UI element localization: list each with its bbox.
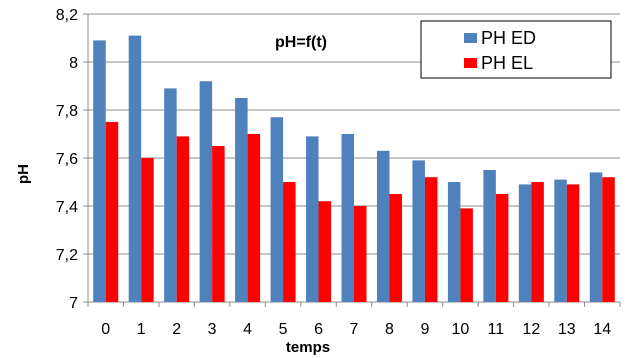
x-tick-label: 9 [420,321,429,338]
bar-ph-el [283,182,296,302]
legend-swatch-ph-ed [464,33,477,43]
bar-ph-el [141,158,154,302]
x-tick-label: 6 [314,321,323,338]
bar-ph-el [389,194,402,302]
y-tick-label: 7 [69,295,78,312]
bar-ph-ed [518,184,532,302]
y-tick-label: 7,4 [56,199,78,216]
bar-ph-ed [554,179,567,302]
x-tick-label: 5 [279,321,288,338]
bar-ph-el [566,184,580,302]
bar-ph-ed [412,160,425,302]
y-tick-label: 8 [69,55,78,72]
bar-ph-ed [376,150,390,302]
x-tick-label: 12 [522,321,540,338]
bar-ph-el [176,136,190,302]
bar-ph-el [247,134,261,302]
bar-ph-el [212,146,225,302]
bar-ph-ed [199,81,213,302]
x-tick-label: 0 [101,321,110,338]
bar-ph-ed [128,35,142,302]
bar-ph-el [318,201,332,302]
x-tick-labels: 0 1 2 3 4 5 6 7 8 9 10 11 12 13 14 [101,321,611,338]
y-tick-label: 7,2 [56,247,78,264]
chart-title: pH=f(t) [275,34,327,51]
bar-ph-ed [589,172,603,302]
bar-ph-el [354,206,367,302]
x-tick-label: 13 [558,321,576,338]
bar-ph-ed [483,170,496,302]
legend-label-ph-ed: PH ED [481,28,536,48]
bar-ph-ed [306,136,319,302]
y-axis-title: pH [15,164,32,184]
bar-ph-ed [164,88,177,303]
y-tick-label: 7,8 [56,103,78,120]
legend: PH ED PH EL [420,20,612,79]
y-tick-label: 8,2 [56,7,78,24]
y-tick-label: 7,6 [56,151,78,168]
x-axis-title: temps [286,339,330,356]
bar-ph-ed [447,182,461,302]
bar-ph-ed [341,134,354,302]
x-tick-label: 4 [243,321,252,338]
bar-ph-el [602,177,615,302]
legend-label-ph-el: PH EL [481,53,533,73]
bars [93,35,615,303]
bar-ph-el [424,177,438,302]
x-tick-label: 11 [488,321,505,338]
x-tick-label: 8 [385,321,394,338]
x-tick-label: 14 [593,321,611,338]
bar-ph-ed [270,117,284,302]
bar-ph-el [460,208,473,302]
x-tick-label: 3 [208,321,217,338]
y-tick-labels: 7 7,2 7,4 7,6 7,8 8 8,2 [56,7,78,312]
x-tick-label: 7 [350,321,359,338]
bar-ph-ed [235,98,248,302]
bar-ph-ed [93,40,106,303]
bar-ph-el [105,122,119,302]
bar-ph-el [495,194,509,302]
legend-swatch-ph-el [464,58,477,68]
legend-box [420,20,612,79]
x-tick-label: 10 [452,321,470,338]
x-tick-label: 2 [172,321,181,338]
bar-ph-el [531,182,544,302]
x-tick-label: 1 [137,321,146,338]
